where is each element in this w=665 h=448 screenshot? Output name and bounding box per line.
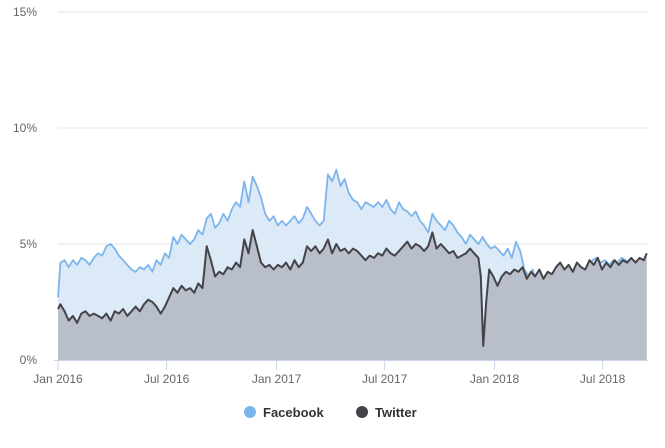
x-tick-label: Jul 2016 [144, 372, 190, 386]
x-tick-label: Jul 2018 [580, 372, 626, 386]
x-tick-label: Jan 2018 [470, 372, 520, 386]
x-tick-label: Jul 2017 [362, 372, 408, 386]
legend-marker [356, 406, 368, 418]
legend-item-facebook[interactable]: Facebook [244, 405, 324, 420]
legend-label: Twitter [375, 405, 417, 420]
legend-marker [244, 406, 256, 418]
y-axis-labels: 0% 5% 10% 15% [13, 5, 37, 367]
y-tick-label: 0% [20, 353, 38, 367]
y-tick-label: 5% [20, 237, 38, 251]
x-tick-label: Jan 2016 [33, 372, 83, 386]
series-layer [57, 168, 648, 360]
series-line-twitter[interactable] [57, 229, 648, 348]
y-tick-label: 15% [13, 5, 37, 19]
x-tick-label: Jan 2017 [252, 372, 302, 386]
y-tick-label: 10% [13, 121, 37, 135]
legend-item-twitter[interactable]: Twitter [356, 405, 417, 420]
x-axis: Jan 2016 Jul 2016 Jan 2017 Jul 2017 Jan 2018… [33, 360, 648, 386]
legend[interactable]: Facebook Twitter [244, 405, 417, 420]
legend-label: Facebook [263, 405, 324, 420]
